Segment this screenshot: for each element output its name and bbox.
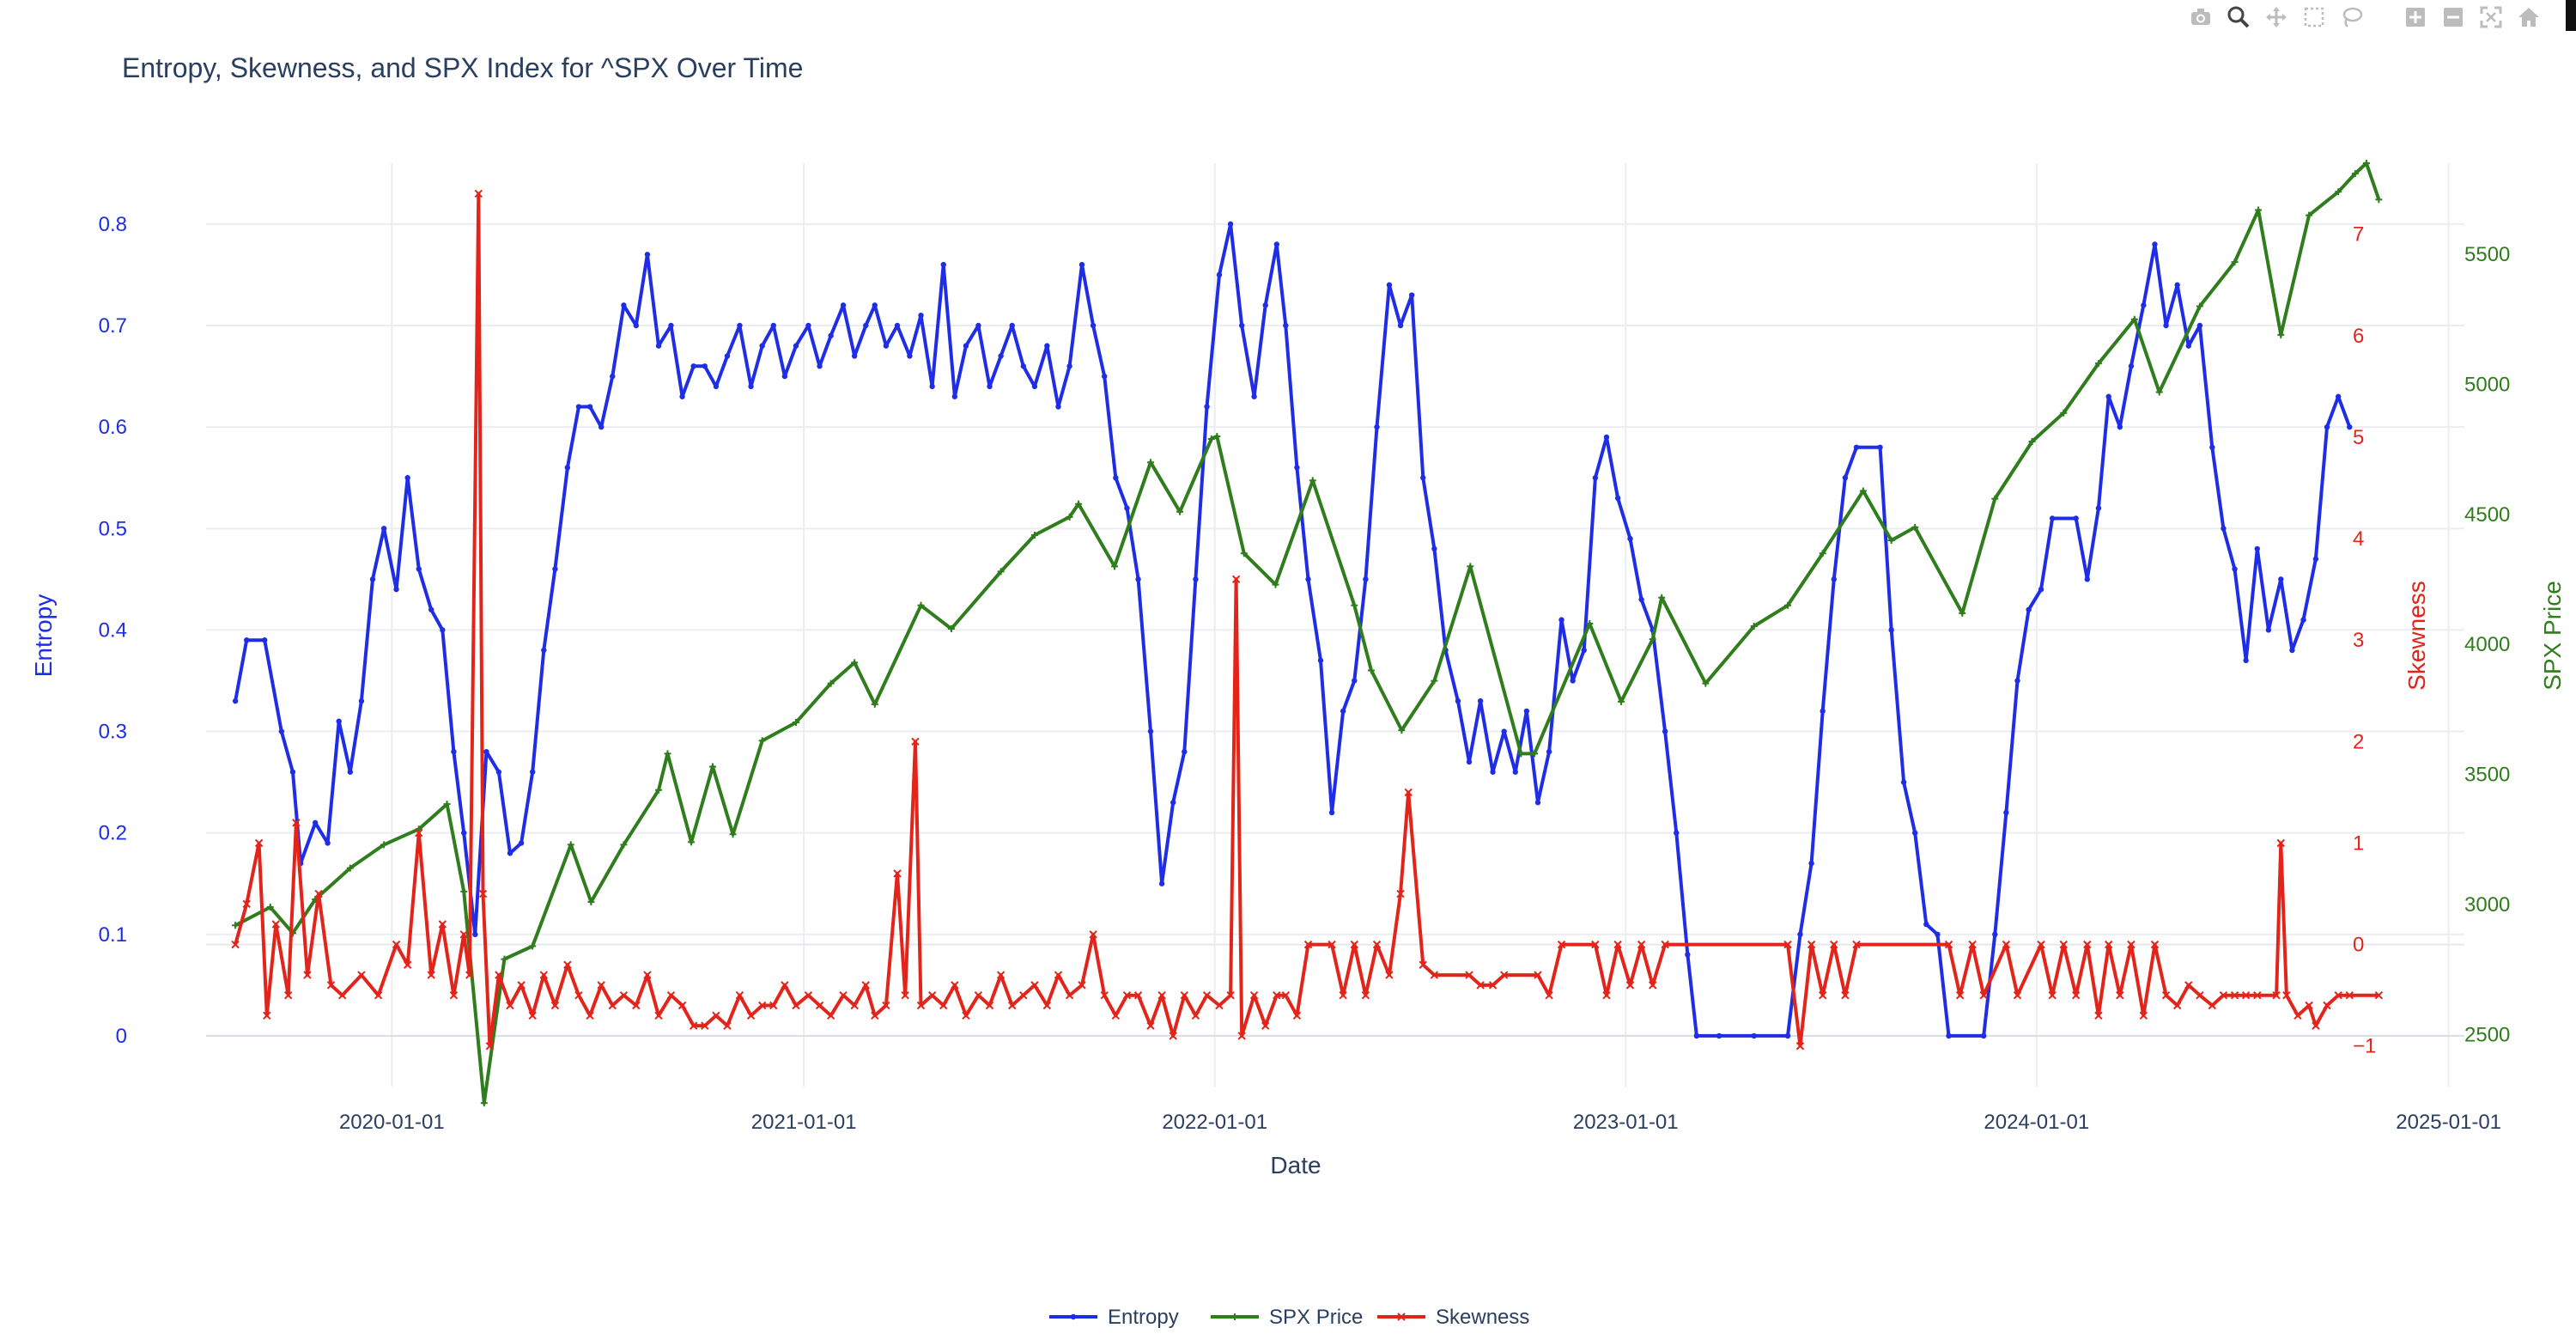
skewness-tick-label: 7	[2353, 223, 2364, 247]
series-markers	[232, 160, 2383, 1107]
skewness-tick-label: 0	[2353, 934, 2364, 957]
x-axis-title: Date	[1270, 1152, 1321, 1179]
spx-price-tick-label: 3500	[2464, 764, 2510, 787]
legend-item[interactable]: Entropy	[1049, 1306, 1179, 1329]
legend-label: Skewness	[1436, 1306, 1529, 1329]
x-tick-label: 2020-01-01	[339, 1111, 445, 1134]
pan-icon[interactable]	[2263, 4, 2289, 30]
entropy-tick-label: 0.5	[99, 517, 127, 540]
skewness-axis-title: Skewness	[2403, 581, 2430, 691]
modebar	[2179, 0, 2576, 34]
series-spx-price[interactable]	[232, 160, 2383, 1107]
entropy-tick-label: 0.8	[99, 213, 127, 236]
entropy-axis-title: Entropy	[30, 594, 57, 678]
series-entropy[interactable]	[232, 221, 2353, 1039]
zoom-out-icon[interactable]	[2440, 4, 2466, 30]
chart-title: Entropy, Skewness, and SPX Index for ^SP…	[122, 52, 803, 83]
plot-area[interactable]	[231, 160, 2384, 1107]
skewness-tick-label: 6	[2353, 325, 2364, 348]
x-tick-label: 2024-01-01	[1984, 1111, 2089, 1134]
series-markers	[231, 189, 2384, 1051]
entropy-tick-label: 0	[116, 1025, 127, 1048]
entropy-tick-label: 0.3	[99, 721, 127, 744]
series-line[interactable]	[234, 192, 2379, 1048]
entropy-tick-label: 0.6	[99, 416, 127, 439]
entropy-tick-label: 0.1	[99, 923, 127, 947]
spx-price-tick-label: 5000	[2464, 373, 2510, 396]
x-tick-label: 2021-01-01	[751, 1111, 857, 1134]
plotly-logo	[2566, 0, 2576, 31]
spx-price-axis: 2500 3000 3500 4000 4500 5000 5500	[2464, 243, 2510, 1046]
spx-price-axis-title: SPX Price	[2539, 581, 2566, 691]
spx-price-tick-label: 2500	[2464, 1023, 2510, 1046]
home-icon[interactable]	[2516, 4, 2542, 30]
spx-price-tick-label: 4000	[2464, 633, 2510, 656]
legend-item[interactable]: Skewness	[1377, 1306, 1529, 1329]
lasso-icon[interactable]	[2339, 4, 2365, 30]
skewness-axis: −1 0 1 2 3 4 5 6 7	[2353, 223, 2376, 1058]
x-tick-label: 2023-01-01	[1573, 1111, 1679, 1134]
skewness-tick-label: 2	[2353, 730, 2364, 753]
skewness-tick-label: 5	[2353, 426, 2364, 449]
entropy-tick-label: 0.4	[99, 618, 127, 642]
entropy-tick-label: 0.2	[99, 822, 127, 845]
spx-price-tick-label: 4500	[2464, 503, 2510, 527]
entropy-axis: 0 0.1 0.2 0.3 0.4 0.5 0.6 0.7 0.8	[99, 213, 127, 1048]
series-skewness[interactable]	[231, 189, 2384, 1051]
legend-label: Entropy	[1108, 1306, 1179, 1329]
camera-icon[interactable]	[2188, 4, 2214, 30]
gridlines	[206, 163, 2464, 1087]
zoom-in-icon[interactable]	[2403, 4, 2428, 30]
legend-label: SPX Price	[1269, 1306, 1363, 1329]
spx-price-tick-label: 5500	[2464, 243, 2510, 266]
zoom-icon[interactable]	[2226, 4, 2251, 30]
skewness-tick-label: −1	[2353, 1035, 2376, 1058]
autoscale-icon[interactable]	[2478, 4, 2504, 30]
legend[interactable]: Entropy SPX Price Skewness	[1049, 1306, 1529, 1329]
skewness-tick-label: 4	[2353, 527, 2364, 551]
x-tick-label: 2025-01-01	[2396, 1111, 2501, 1134]
skewness-tick-label: 1	[2353, 831, 2364, 855]
skewness-tick-label: 3	[2353, 629, 2364, 652]
x-tick-label: 2022-01-01	[1162, 1111, 1267, 1134]
legend-item[interactable]: SPX Price	[1211, 1306, 1363, 1329]
x-axis: 2020-01-01 2021-01-01 2022-01-01 2023-01-01…	[339, 1111, 2501, 1134]
box-select-icon[interactable]	[2301, 4, 2327, 30]
series-markers	[232, 221, 2353, 1039]
entropy-tick-label: 0.7	[99, 314, 127, 338]
spx-price-tick-label: 3000	[2464, 893, 2510, 917]
